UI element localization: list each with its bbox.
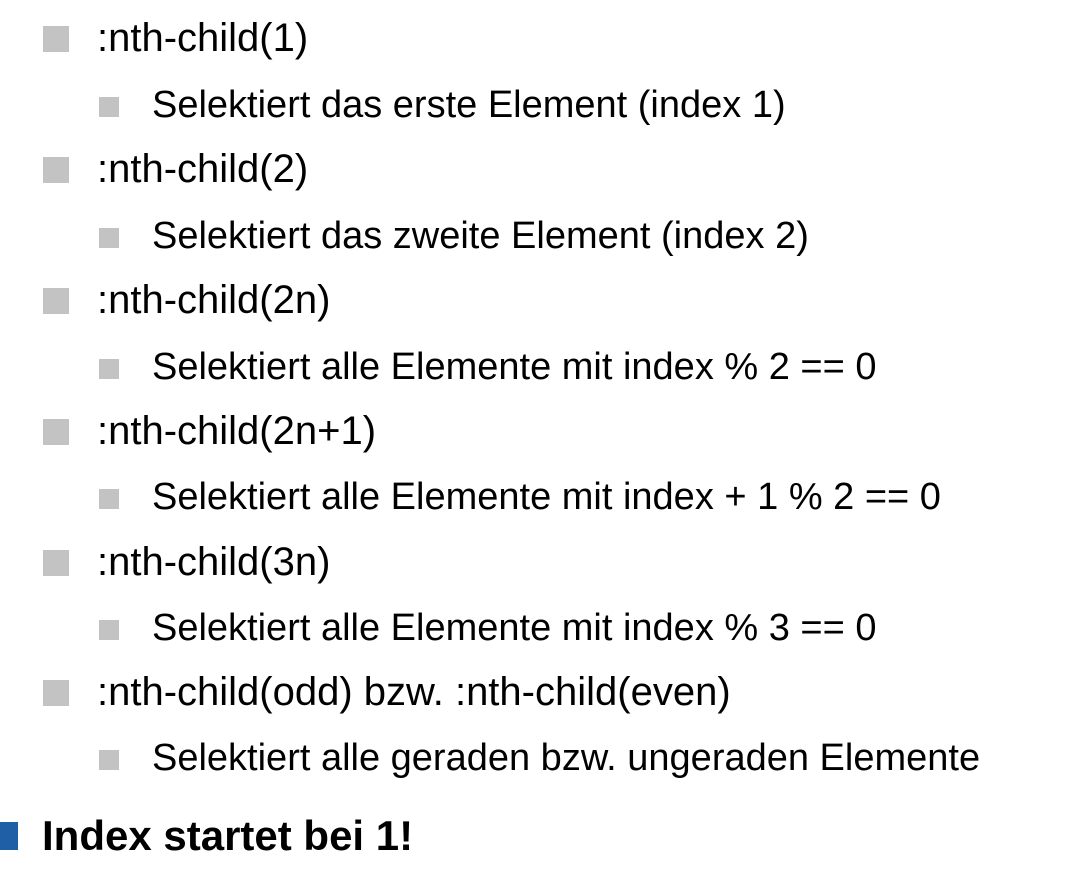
square-bullet-icon: [99, 359, 119, 379]
square-bullet-icon: [43, 157, 69, 183]
subitem-text: Selektiert das erste Element (index 1): [152, 83, 786, 126]
item-label: :nth-child(3n): [97, 539, 331, 584]
subitem-text: Selektiert alle Elemente mit index + 1 %…: [152, 475, 941, 518]
square-bullet-icon: [99, 228, 119, 248]
note-text: Index startet bei 1!: [42, 812, 414, 859]
subitem-text: Selektiert alle Elemente mit index % 3 =…: [152, 606, 877, 649]
item-label: :nth-child(1): [97, 15, 309, 60]
subitem-text: Selektiert das zweite Element (index 2): [152, 214, 809, 257]
square-bullet-icon: [43, 288, 69, 314]
subitem-text: Selektiert alle Elemente mit index % 2 =…: [152, 345, 877, 388]
square-bullet-icon: [43, 550, 69, 576]
square-bullet-icon: [99, 620, 119, 640]
item-label: :nth-child(2n+1): [97, 408, 377, 453]
square-bullet-icon: [43, 680, 69, 706]
square-bullet-icon: [43, 26, 69, 52]
square-bullet-icon: [99, 489, 119, 509]
item-label: :nth-child(2): [97, 146, 309, 191]
item-label: :nth-child(odd) bzw. :nth-child(even): [97, 669, 731, 714]
square-bullet-icon: [43, 419, 69, 445]
subitem-text: Selektiert alle geraden bzw. ungeraden E…: [152, 736, 981, 779]
item-label: :nth-child(2n): [97, 277, 331, 322]
blue-square-bullet-icon: [0, 822, 18, 850]
square-bullet-icon: [99, 97, 119, 117]
square-bullet-icon: [99, 750, 119, 770]
